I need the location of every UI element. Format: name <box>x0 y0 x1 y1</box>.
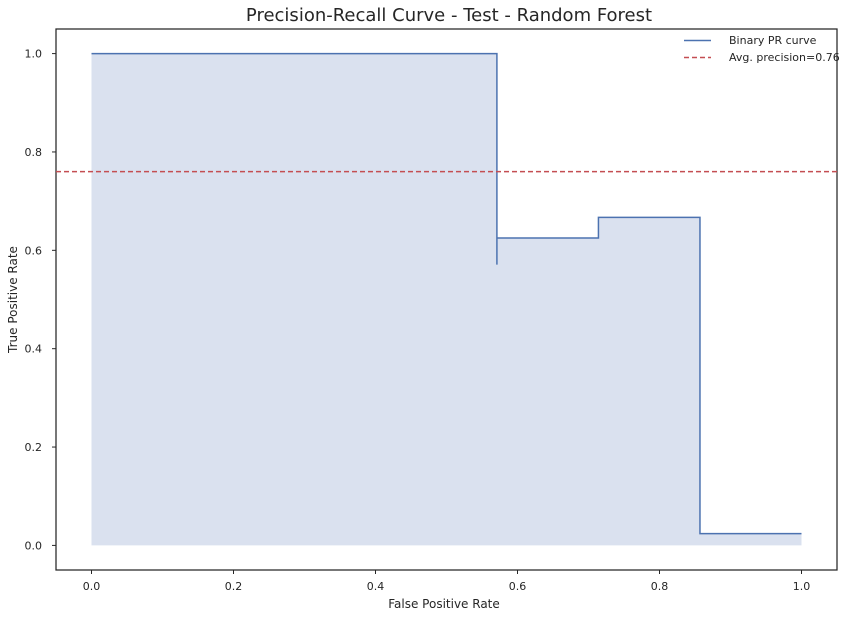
x-tick-label: 0.0 <box>83 580 101 593</box>
plot-frame <box>55 28 838 571</box>
legend-avg-label: Avg. precision=0.76 <box>729 51 840 64</box>
y-axis-label: True Positive Rate <box>6 246 20 354</box>
y-tick-label: 0.2 <box>25 441 43 454</box>
curve-layer <box>91 52 802 535</box>
y-tick-label: 0.6 <box>25 244 43 257</box>
fill-layer <box>91 53 802 546</box>
chart-title: Precision-Recall Curve - Test - Random F… <box>246 5 652 26</box>
legend: Binary PR curve Avg. precision=0.76 <box>684 34 840 64</box>
y-tick-label: 1.0 <box>25 48 43 61</box>
x-tick-label: 0.8 <box>651 580 669 593</box>
x-tick-label: 0.4 <box>367 580 385 593</box>
x-tick-label: 0.6 <box>509 580 527 593</box>
pr-curve-fill-area <box>91 53 802 546</box>
x-tick-label: 0.2 <box>225 580 243 593</box>
pr-curve-line <box>91 52 802 535</box>
x-tick-label: 1.0 <box>793 580 811 593</box>
ticks-layer: 0.0 0.2 0.4 0.6 0.8 1.0 0.0 0.2 0.4 0.6 0.8 1.0 <box>25 48 811 593</box>
x-axis-label: False Positive Rate <box>388 597 500 611</box>
y-tick-label: 0.8 <box>25 146 43 159</box>
y-tick-label: 0.4 <box>25 343 43 356</box>
legend-curve-label: Binary PR curve <box>729 34 817 47</box>
y-tick-label: 0.0 <box>25 539 43 552</box>
